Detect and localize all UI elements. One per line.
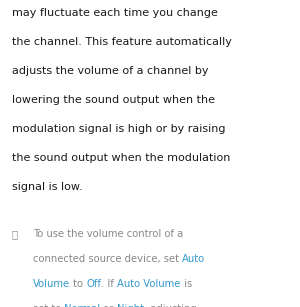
Text: signal is low.: signal is low. bbox=[12, 182, 82, 192]
Text: modulation signal is high or by raising: modulation signal is high or by raising bbox=[12, 124, 226, 134]
Text: Auto: Auto bbox=[182, 254, 205, 264]
Text: , adjusting: , adjusting bbox=[144, 304, 196, 307]
Text: Normal: Normal bbox=[64, 304, 100, 307]
Text: Off: Off bbox=[86, 279, 101, 289]
Text: to: to bbox=[70, 279, 86, 289]
Text: lowering the sound output when the: lowering the sound output when the bbox=[12, 95, 215, 105]
Text: . If: . If bbox=[101, 279, 117, 289]
Text: or: or bbox=[100, 304, 117, 307]
Text: Night: Night bbox=[117, 304, 144, 307]
Text: To use the volume control of a: To use the volume control of a bbox=[33, 229, 183, 239]
Text: set to: set to bbox=[33, 304, 64, 307]
Text: may fluctuate each time you change: may fluctuate each time you change bbox=[12, 8, 218, 18]
Text: is: is bbox=[181, 279, 192, 289]
Text: the sound output when the modulation: the sound output when the modulation bbox=[12, 153, 230, 163]
Text: the channel. This feature automatically: the channel. This feature automatically bbox=[12, 37, 232, 47]
Text: Ⓕ: Ⓕ bbox=[12, 229, 18, 239]
Text: connected source device, set: connected source device, set bbox=[33, 254, 182, 264]
Text: Auto Volume: Auto Volume bbox=[117, 279, 181, 289]
Text: Volume: Volume bbox=[33, 279, 70, 289]
Text: adjusts the volume of a channel by: adjusts the volume of a channel by bbox=[12, 66, 208, 76]
